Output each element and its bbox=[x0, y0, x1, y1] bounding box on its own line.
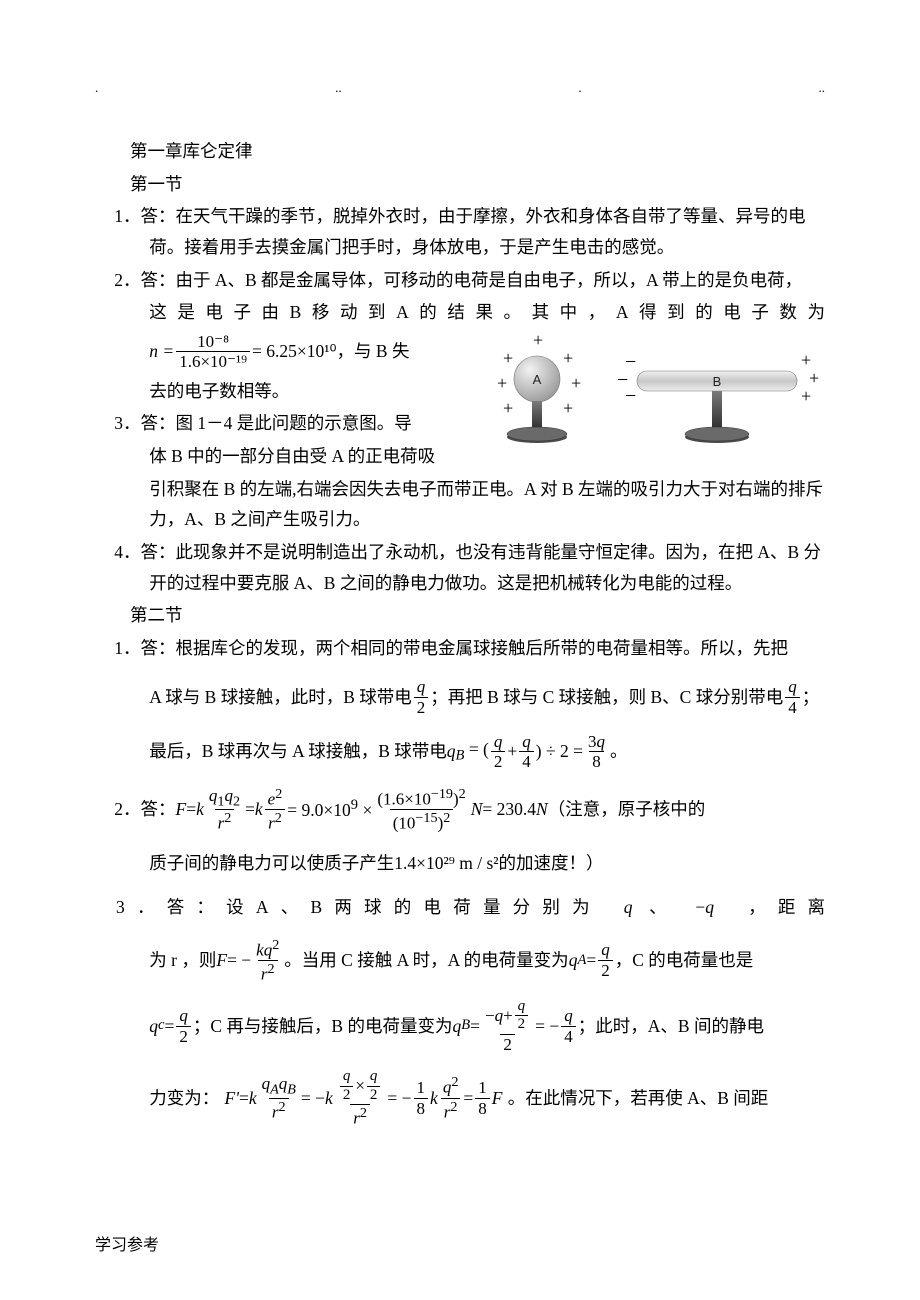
plus-icon: + bbox=[801, 350, 811, 370]
text: ，与 B 失 bbox=[337, 336, 410, 367]
dot: . bbox=[578, 80, 581, 96]
fraction: q2 bbox=[414, 677, 429, 717]
fraction: e2r2 bbox=[265, 786, 286, 833]
plus-icon: + bbox=[503, 348, 513, 368]
text: ；再把 B 球与 C 球接触，则 B、C 球分别带电 bbox=[430, 682, 783, 713]
var-mq: q bbox=[705, 897, 714, 917]
fraction: 18 bbox=[414, 1078, 429, 1118]
page-footer: 学习参考 bbox=[95, 1231, 159, 1255]
minus-icon: − bbox=[625, 385, 636, 407]
text: 、 bbox=[649, 897, 679, 917]
text: 的加速度！） bbox=[499, 848, 604, 879]
label-b: B bbox=[713, 374, 722, 389]
plus-icon: + bbox=[571, 373, 581, 393]
text: 。当用 C 接触 A 时，A 的电荷量变为 bbox=[284, 945, 568, 976]
text: ； bbox=[802, 682, 820, 713]
numerator: 10⁻⁸ bbox=[197, 332, 229, 351]
s1-q2-equation: n = 10⁻⁸ 1.6×10⁻¹⁹ = 6.25×10¹⁰ ，与 B 失 bbox=[95, 332, 457, 372]
fraction: q4 bbox=[519, 732, 534, 772]
denominator: 1.6×10⁻¹⁹ bbox=[179, 352, 247, 371]
s2-q2-line2: 质子间的静电力可以使质子产生 1.4×10²⁹ m / s² 的加速度！） bbox=[95, 848, 825, 879]
big-fraction: −q + q2 2 bbox=[482, 998, 533, 1054]
text: ；C 再与接触后，B 的电荷量变为 bbox=[193, 1011, 453, 1042]
plus-icon: + bbox=[563, 398, 573, 418]
fraction: q2 bbox=[598, 940, 613, 980]
fraction: q1q2r2 bbox=[206, 786, 243, 834]
s1-q1: 1．答：在天气干躁的季节，脱掉外衣时，由于摩擦，外衣和身体各自带了等量、异号的电… bbox=[95, 201, 825, 262]
plus-icon: + bbox=[503, 398, 513, 418]
text: 为 r ，则 bbox=[149, 945, 216, 976]
s2-q1-line1: 1．答：根据库仑的发现，两个相同的带电金属球接触后所带的电荷量相等。所以，先把 bbox=[95, 633, 825, 664]
s1-q2-line2: 这是电子由B移动到A的结果。其中，A得到的电子数为 bbox=[95, 297, 825, 328]
fraction: 3q8 bbox=[585, 732, 608, 772]
text: ，距离 bbox=[736, 897, 825, 917]
page: . .. . .. 第一章库仑定律 第一节 1．答：在天气干躁的季节，脱掉外衣时… bbox=[0, 0, 920, 1300]
plus-icon: + bbox=[809, 368, 819, 388]
fraction: q4 bbox=[561, 1006, 576, 1046]
s1-q4: 4．答：此现象并不是说明制造出了永动机，也没有违背能量守恒定律。因为，在把 A、… bbox=[95, 537, 825, 598]
plus-icon: + bbox=[563, 348, 573, 368]
dot: .. bbox=[818, 80, 825, 96]
var-q: q bbox=[624, 897, 633, 917]
eq-n: n = bbox=[149, 336, 174, 367]
text: ，C 的电荷量也是 bbox=[615, 945, 754, 976]
text: 力变为： bbox=[149, 1083, 219, 1114]
chapter-title: 第一章库仑定律 bbox=[95, 136, 825, 167]
text: 最后，B 球再次与 A 球接触，B 球带电 bbox=[149, 736, 447, 767]
figure-1-4: + + + + + + + bbox=[465, 334, 825, 454]
text: 2．答： bbox=[114, 794, 175, 825]
text: 。在此情况下，若再使 A、B 间距 bbox=[508, 1083, 769, 1114]
s2-q3-line3: qc = q2 ；C 再与接触后，B 的电荷量变为 qB = −q + q2 2… bbox=[95, 998, 825, 1054]
s2-q3-line2: 为 r ，则 F = − kq2r2 。当用 C 接触 A 时，A 的电荷量变为… bbox=[95, 937, 825, 984]
s2-q1-line2: A 球与 B 球接触，此时，B 球带电 q2 ；再把 B 球与 C 球接触，则 … bbox=[95, 677, 825, 717]
s1-q3-line3: 引积聚在 B 的左端,右端会因失去电子而带正电。A 对 B 左端的吸引力大于对右… bbox=[95, 474, 825, 535]
text: 质子间的静电力可以使质子产生 bbox=[149, 848, 394, 879]
fraction: q4 bbox=[785, 677, 800, 717]
text: ；此时，A、B 间的静电 bbox=[578, 1011, 764, 1042]
document-body: 第一章库仑定律 第一节 1．答：在天气干躁的季节，脱掉外衣时，由于摩擦，外衣和身… bbox=[95, 136, 825, 1128]
accel-value: 1.4×10²⁹ m / s² bbox=[394, 848, 498, 879]
figure-sphere-a: + + + + + + + bbox=[465, 334, 615, 454]
text: 。 bbox=[610, 736, 628, 767]
fraction: q2 bbox=[491, 732, 506, 772]
eq-val: = 6.25×10¹⁰ bbox=[252, 336, 337, 367]
section-heading-1: 第一节 bbox=[95, 169, 825, 200]
dot: . bbox=[95, 80, 98, 96]
s2-q1-line3: 最后，B 球再次与 A 球接触，B 球带电 qB = ( q2 + q4 ) ÷… bbox=[95, 732, 825, 772]
s2-q3-line4: 力变为： F' = k qAqBr2 = −k q2 × q2 r2 = − 1… bbox=[95, 1068, 825, 1128]
fraction: kq2r2 bbox=[253, 937, 282, 984]
fraction: qAqBr2 bbox=[259, 1074, 299, 1122]
header-dotline: . .. . .. bbox=[95, 80, 825, 96]
big-fraction: q2 × q2 r2 bbox=[335, 1068, 386, 1128]
fraction: 10⁻⁸ 1.6×10⁻¹⁹ bbox=[176, 332, 250, 372]
label-a: A bbox=[533, 372, 542, 387]
section-heading-2: 第二节 bbox=[95, 600, 825, 631]
fraction: q2 bbox=[176, 1006, 191, 1046]
plus-icon: + bbox=[497, 373, 507, 393]
plus-icon: + bbox=[801, 386, 811, 406]
figure-rod-b: − − − + + + B bbox=[615, 334, 825, 454]
dot: .. bbox=[335, 80, 342, 96]
text: A 球与 B 球接触，此时，B 球带电 bbox=[149, 682, 412, 713]
s2-q2-line1: 2．答： F = k q1q2r2 = k e2r2 = 9.0×109 × (… bbox=[95, 786, 825, 834]
s2-q3-line1: 3．答：设A、B两球的电荷量分别为 q 、 −q ，距离 bbox=[95, 892, 825, 923]
text: （注意，原子核中的 bbox=[548, 794, 706, 825]
fraction: 18 bbox=[475, 1078, 490, 1118]
fraction: (1.6×10−19)2(10−15)2 bbox=[374, 786, 468, 833]
text: 3．答：设A、B两球的电荷量分别为 bbox=[116, 897, 602, 917]
fraction: q2r2 bbox=[440, 1074, 462, 1121]
s1-q2-line1: 2．答：由于 A、B 都是金属导体，可移动的电荷是自由电子，所以，A 带上的是负… bbox=[95, 265, 825, 296]
plus-icon: + bbox=[533, 334, 543, 350]
